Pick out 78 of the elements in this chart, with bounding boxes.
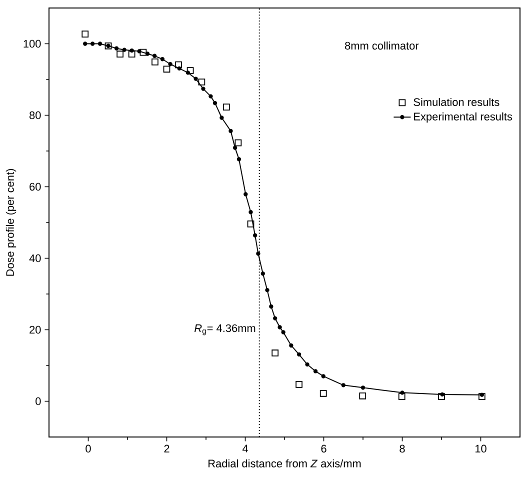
point: [98, 42, 102, 46]
x-tick-label: 0: [86, 444, 91, 453]
point: [247, 220, 254, 228]
point: [198, 78, 206, 86]
point: [248, 210, 253, 214]
point: [438, 393, 445, 400]
point: [359, 392, 366, 400]
point: [82, 30, 89, 38]
point: [244, 192, 248, 196]
point: [296, 352, 302, 357]
annotation: 8mm collimator: [345, 42, 419, 50]
point: [440, 392, 444, 397]
point: [320, 390, 327, 397]
point: [234, 139, 242, 146]
point: [212, 100, 218, 106]
point: [177, 66, 182, 71]
point: [201, 86, 206, 91]
point: [83, 42, 88, 46]
point: [269, 304, 274, 309]
legend-label: Experimental results: [414, 112, 512, 123]
y-tick-label: 80: [30, 111, 41, 120]
point: [208, 94, 213, 98]
point: [289, 343, 294, 348]
y-tick-label: 40: [29, 254, 41, 262]
point: [186, 67, 194, 74]
point: [140, 48, 147, 56]
y-tick-label: 60: [30, 182, 41, 191]
point: [321, 374, 326, 378]
point: [137, 49, 142, 54]
x-tick-label: 6: [321, 444, 326, 453]
point: [305, 362, 310, 367]
point: [341, 383, 346, 388]
point: [256, 252, 260, 256]
y-tick-label: 20: [30, 326, 41, 334]
point: [232, 146, 238, 150]
x-tick-label: 10: [475, 444, 486, 453]
point: [152, 58, 158, 66]
point: [186, 70, 190, 75]
point: [281, 330, 286, 334]
x-axis-title: Radial distance from Z axis/mm: [208, 459, 361, 468]
point: [90, 42, 95, 46]
y-tick-label: 0: [36, 397, 41, 406]
point: [252, 233, 258, 238]
point: [265, 288, 270, 292]
point: [163, 66, 170, 73]
point: [400, 390, 404, 395]
point: [152, 54, 157, 58]
point: [228, 128, 233, 134]
point: [168, 62, 172, 66]
point: [480, 392, 484, 397]
point: [130, 48, 134, 53]
y-axis-title: Dose profile (per cent): [6, 168, 16, 276]
point: [122, 48, 126, 52]
point: [114, 46, 119, 50]
point: [220, 116, 224, 120]
point: [260, 272, 266, 276]
point: [116, 50, 124, 58]
legend-label: Simulation results: [414, 98, 500, 106]
point: [478, 393, 486, 400]
point: [128, 50, 136, 58]
point: [296, 381, 302, 388]
x-tick-label: 2: [164, 444, 170, 452]
ref-line-label: R$_{g}$= 4.36mm: [194, 324, 256, 336]
point: [272, 350, 279, 356]
point: [175, 61, 182, 68]
point: [222, 104, 230, 110]
y-tick-label: 100: [24, 40, 41, 48]
point: [278, 325, 282, 330]
point: [145, 52, 150, 56]
point: [398, 393, 406, 400]
point: [272, 316, 278, 320]
point: [160, 57, 165, 62]
point: [236, 157, 242, 162]
point: [194, 76, 198, 81]
point: [360, 386, 366, 390]
x-tick-label: 8: [400, 444, 405, 453]
point: [313, 369, 318, 374]
x-tick-label: 4: [242, 444, 248, 452]
